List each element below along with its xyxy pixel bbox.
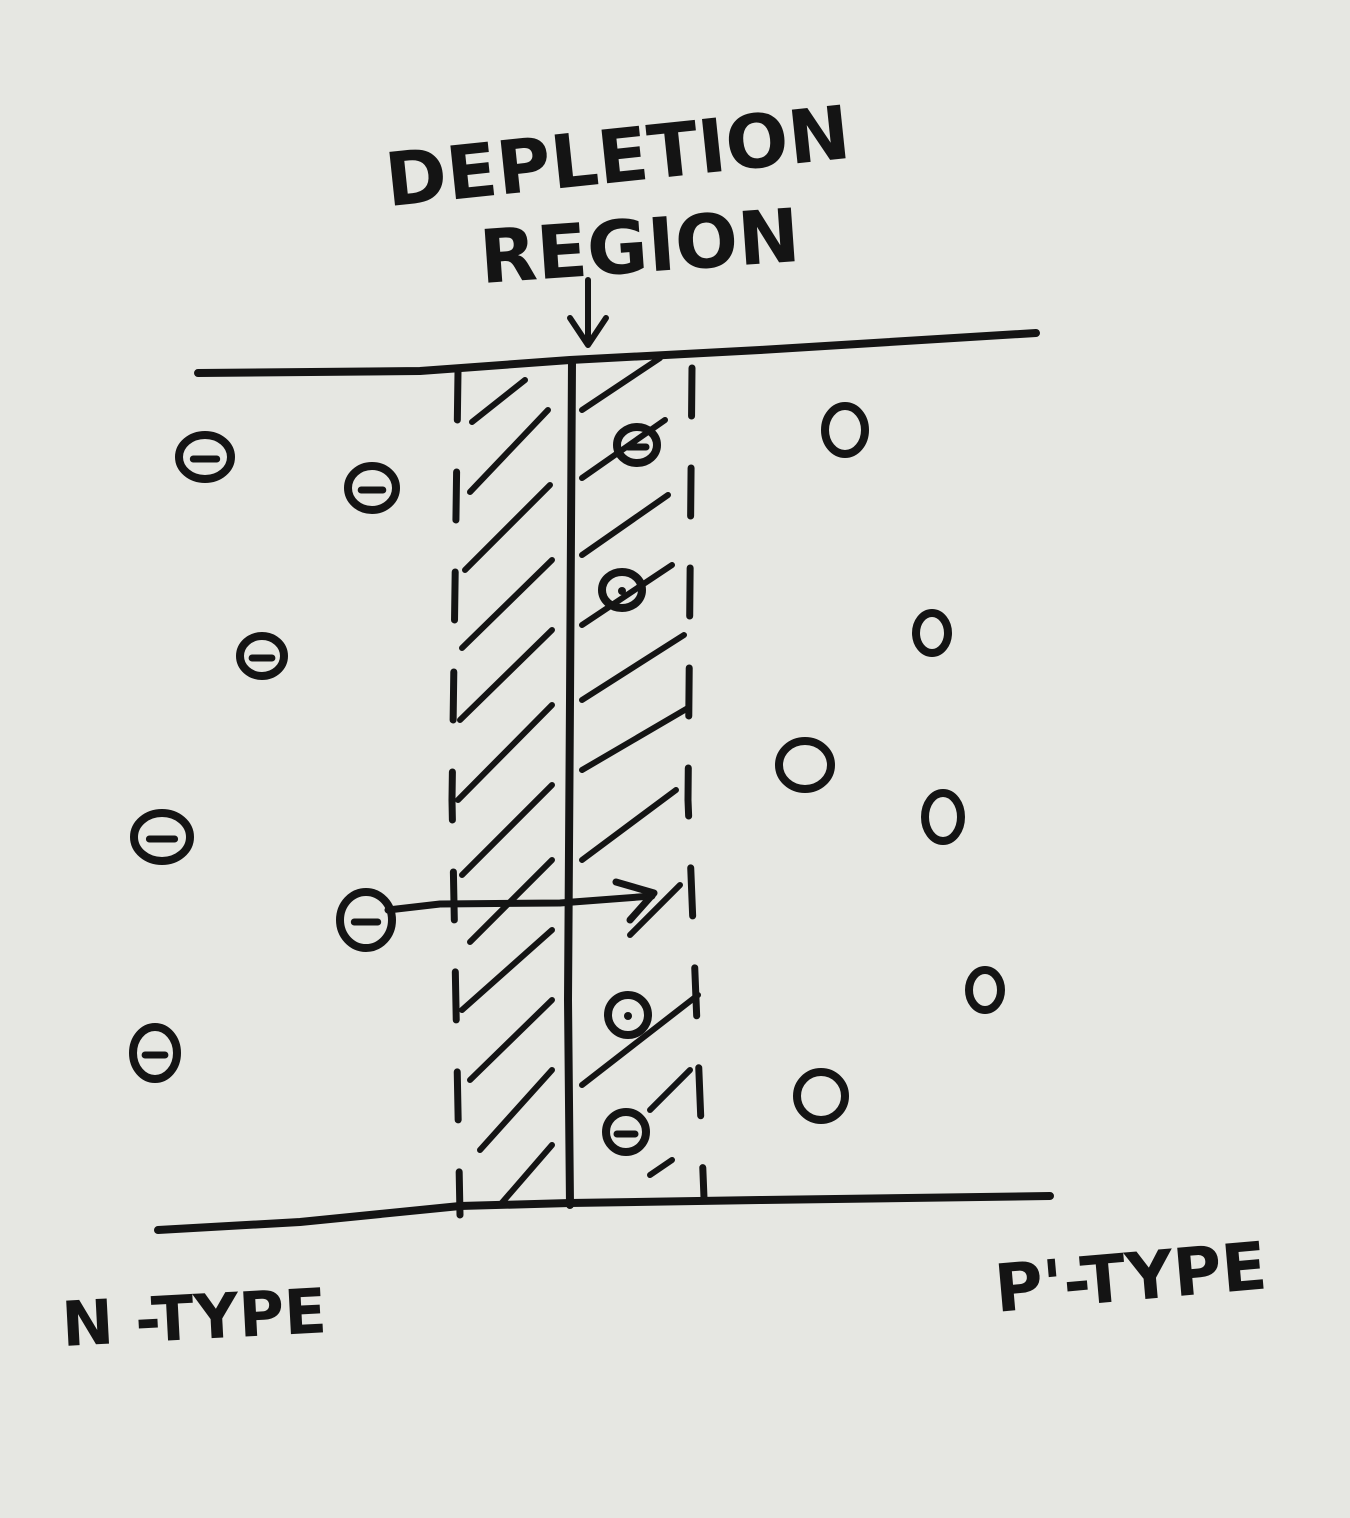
hatch-stroke	[579, 562, 675, 628]
hatch-stroke	[459, 782, 555, 878]
electron-carrier	[604, 991, 652, 1039]
n-type-label: N -TYPE	[60, 1274, 329, 1361]
hole-carrier	[821, 402, 869, 458]
hatch-stroke	[647, 1067, 693, 1113]
hatch-stroke	[579, 787, 679, 863]
electron-carrier	[336, 888, 396, 952]
hatch-stroke	[455, 702, 555, 803]
electron-carrier	[598, 568, 646, 612]
hatch-stroke	[579, 992, 701, 1088]
hatch-stroke	[467, 407, 551, 495]
hatch-stroke	[477, 1067, 555, 1153]
top-boundary-line	[194, 329, 1040, 377]
hatch-stroke	[579, 705, 691, 773]
hole-carrier	[921, 789, 965, 845]
electron-carrier	[602, 1108, 650, 1156]
depletion-left-edge	[448, 368, 464, 1219]
hatch-stroke	[497, 1142, 555, 1208]
electron-carrier	[130, 809, 194, 865]
hatch-stroke	[469, 377, 528, 425]
hole-carrier	[912, 609, 952, 657]
hole-carrier	[793, 1068, 849, 1124]
hatch-stroke	[627, 882, 683, 938]
electron-carrier	[175, 431, 235, 483]
junction-line	[564, 358, 576, 1209]
hatch-stroke	[459, 557, 555, 651]
hatch-stroke	[462, 482, 553, 573]
hatch-stroke	[467, 997, 555, 1083]
hatch-stroke	[459, 927, 555, 1013]
hatch-stroke	[457, 627, 555, 723]
electron-carrier	[344, 462, 400, 514]
depletion-right-edge	[684, 364, 708, 1202]
hole-carrier	[965, 966, 1005, 1014]
hole-carrier	[775, 737, 835, 793]
title-pointer-arrow	[567, 277, 609, 348]
bottom-boundary-line	[154, 1192, 1054, 1234]
p-type-label: P'-TYPE	[992, 1227, 1270, 1327]
hatch-stroke	[579, 492, 671, 558]
hatch-stroke	[647, 1157, 675, 1178]
electron-carrier	[129, 1023, 181, 1083]
electron-flow-arrow	[384, 878, 658, 924]
charge-carriers	[129, 402, 1005, 1156]
electron-carrier	[613, 423, 661, 467]
hatch-stroke	[579, 632, 687, 703]
electron-carrier	[236, 632, 288, 680]
depletion-hatching	[455, 355, 701, 1208]
hatch-stroke	[579, 355, 663, 413]
